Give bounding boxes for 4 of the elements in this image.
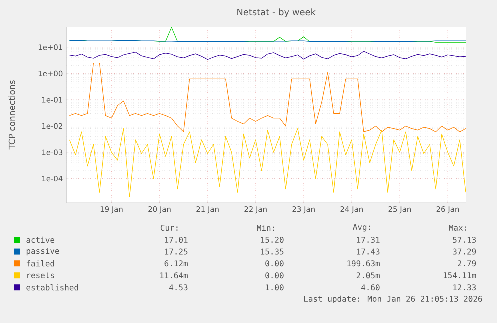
line-series — [69, 128, 466, 198]
y-axis-title: TCP connections — [8, 80, 16, 150]
line-series — [69, 51, 466, 60]
chart-title: Netstat - by week — [238, 8, 316, 18]
